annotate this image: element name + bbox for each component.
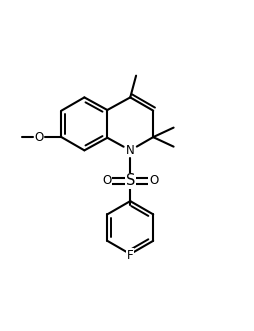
Text: O: O [34,131,43,144]
Text: S: S [125,173,134,188]
Text: O: O [148,174,157,187]
Text: N: N [125,144,134,157]
Text: F: F [126,249,133,262]
Text: O: O [102,174,111,187]
